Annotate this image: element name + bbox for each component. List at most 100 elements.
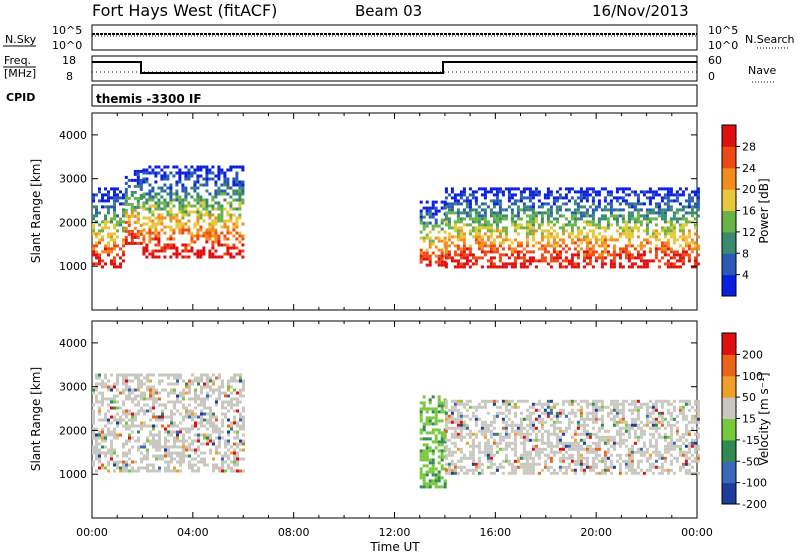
echo-cell xyxy=(428,485,432,489)
echo-cell xyxy=(202,198,206,202)
echo-cell xyxy=(235,183,239,187)
echo-cell xyxy=(624,423,628,427)
echo-cell xyxy=(136,217,140,221)
echo-cell xyxy=(639,420,643,424)
echo-cell xyxy=(642,259,646,263)
echo-cell xyxy=(582,462,586,466)
echo-cell xyxy=(133,208,137,212)
echo-cell xyxy=(193,240,197,244)
echo-cell xyxy=(176,376,179,380)
echo-cell xyxy=(232,228,236,232)
echo-cell xyxy=(600,426,604,430)
echo-cell xyxy=(453,468,457,472)
echo-cell xyxy=(191,463,194,467)
echo-cell xyxy=(546,190,550,194)
echo-cell xyxy=(140,457,143,461)
echo-cell xyxy=(444,214,448,218)
echo-cell xyxy=(95,241,98,245)
echo-cell xyxy=(437,443,441,447)
echo-cell xyxy=(188,409,191,413)
y-tick-label: 4000 xyxy=(59,337,87,350)
echo-cell xyxy=(92,445,95,449)
echo-cell xyxy=(492,199,496,203)
echo-cell xyxy=(540,432,544,436)
echo-cell xyxy=(477,238,481,242)
echo-cell xyxy=(113,397,116,401)
echo-cell xyxy=(558,456,562,460)
echo-cell xyxy=(477,223,481,227)
echo-cell xyxy=(546,402,550,406)
echo-cell xyxy=(468,432,472,436)
echo-cell xyxy=(552,247,556,251)
echo-cell xyxy=(633,450,637,454)
echo-cell xyxy=(507,196,511,200)
echo-cell xyxy=(242,427,245,431)
echo-cell xyxy=(146,403,149,407)
echo-cell xyxy=(672,399,676,403)
echo-cell xyxy=(531,244,535,248)
echo-cell xyxy=(173,436,176,440)
echo-cell xyxy=(570,259,574,263)
echo-cell xyxy=(672,226,676,230)
power-y-axis-label: Slant Range [km] xyxy=(29,159,43,263)
echo-cell xyxy=(419,419,423,423)
echo-cell xyxy=(447,256,451,260)
echo-cell xyxy=(422,464,426,468)
echo-cell xyxy=(221,424,224,428)
echo-cell xyxy=(513,414,517,418)
echo-cell xyxy=(419,212,423,216)
echo-cell xyxy=(155,400,158,404)
echo-cell xyxy=(660,405,664,409)
echo-cell xyxy=(164,442,167,446)
echo-cell xyxy=(161,418,164,422)
echo-cell xyxy=(199,174,203,178)
echo-cell xyxy=(510,241,514,245)
echo-cell xyxy=(477,450,481,454)
echo-cell xyxy=(555,444,559,448)
echo-cell xyxy=(651,196,655,200)
echo-cell xyxy=(603,262,607,266)
echo-cell xyxy=(113,217,116,221)
echo-cell xyxy=(468,405,472,409)
echo-cell xyxy=(501,438,505,442)
echo-cell xyxy=(158,454,161,458)
echo-cell xyxy=(540,438,544,442)
echo-cell xyxy=(525,408,529,412)
echo-cell xyxy=(693,193,697,197)
echo-cell xyxy=(645,241,649,245)
echo-cell xyxy=(167,415,170,419)
echo-cell xyxy=(456,471,460,475)
echo-cell xyxy=(630,444,634,448)
echo-cell xyxy=(468,199,472,203)
echo-cell xyxy=(528,411,532,415)
echo-cell xyxy=(603,441,607,445)
echo-cell xyxy=(428,236,432,240)
echo-cell xyxy=(528,423,532,427)
echo-cell xyxy=(468,399,472,403)
echo-cell xyxy=(431,422,435,426)
echo-cell xyxy=(227,439,230,443)
colorbar-segment xyxy=(722,210,736,233)
echo-cell xyxy=(633,420,637,424)
echo-cell xyxy=(148,237,152,241)
echo-cell xyxy=(122,208,125,212)
echo-cell xyxy=(666,229,670,233)
echo-cell xyxy=(101,196,104,200)
echo-cell xyxy=(173,451,176,455)
echo-cell xyxy=(124,229,128,233)
echo-cell xyxy=(603,405,607,409)
echo-cell xyxy=(211,234,215,238)
echo-cell xyxy=(555,441,559,445)
echo-cell xyxy=(148,165,152,169)
echo-cell xyxy=(149,379,152,383)
echo-cell xyxy=(570,456,574,460)
echo-cell xyxy=(456,259,460,263)
echo-cell xyxy=(696,399,700,403)
echo-cell xyxy=(157,234,161,238)
echo-cell xyxy=(148,252,152,256)
echo-cell xyxy=(474,232,478,236)
echo-cell xyxy=(522,190,526,194)
echo-cell xyxy=(456,465,460,469)
echo-cell xyxy=(431,473,435,477)
echo-cell xyxy=(588,193,592,197)
